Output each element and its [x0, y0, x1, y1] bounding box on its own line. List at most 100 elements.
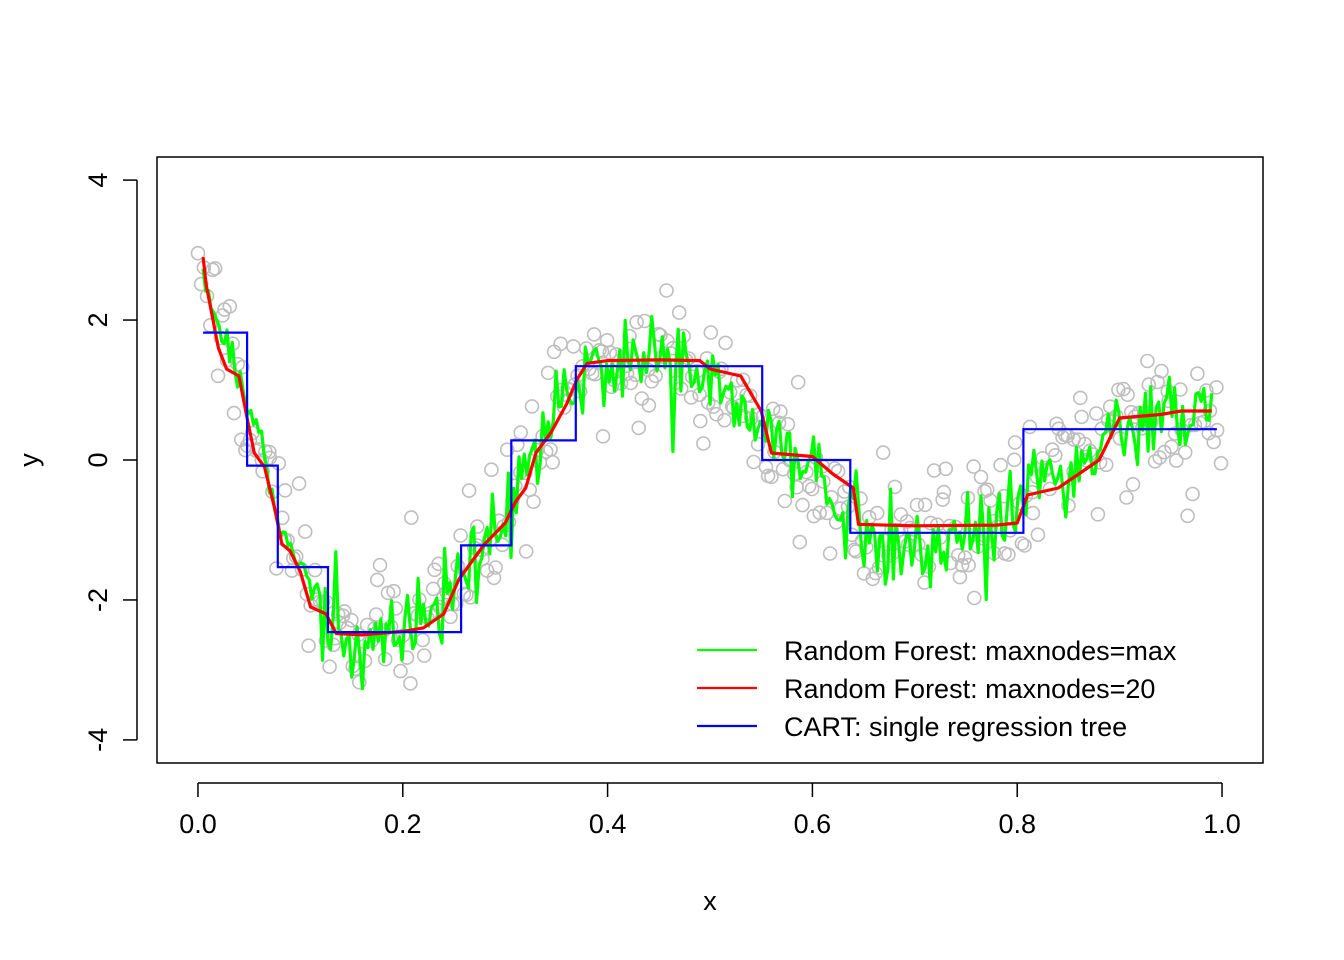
data-point — [369, 572, 385, 588]
data-point — [1073, 390, 1088, 406]
data-point — [973, 469, 989, 485]
data-point — [966, 459, 981, 474]
data-point — [936, 484, 952, 500]
series-layer — [201, 256, 1217, 691]
data-point — [488, 560, 503, 575]
series-line-rf-20 — [201, 256, 1212, 637]
data-point — [602, 345, 618, 360]
legend: Random Forest: maxnodes=max Random Forest… — [697, 636, 1177, 742]
data-point — [595, 429, 611, 444]
data-point — [479, 563, 495, 578]
data-point — [683, 390, 699, 405]
data-point — [368, 607, 384, 622]
data-point — [861, 509, 877, 525]
data-point — [1111, 382, 1126, 398]
data-point — [1025, 505, 1041, 521]
data-point — [1119, 490, 1134, 505]
data-point — [461, 483, 477, 498]
data-point — [393, 663, 408, 679]
legend-label: Random Forest: maxnodes=max — [784, 636, 1177, 666]
data-point — [954, 557, 970, 573]
data-point — [961, 557, 976, 573]
x-tick-label: 0.2 — [384, 809, 422, 839]
data-point — [1120, 387, 1135, 403]
data-point — [812, 505, 828, 521]
data-point — [513, 425, 529, 440]
data-point — [822, 546, 838, 561]
data-point — [1048, 447, 1063, 463]
data-point — [301, 638, 316, 654]
data-point — [875, 445, 891, 460]
data-point — [746, 454, 762, 470]
data-point — [469, 519, 485, 534]
data-point — [566, 339, 581, 354]
data-point — [923, 515, 938, 531]
data-point — [1180, 508, 1195, 524]
legend-label: CART: single regression tree — [784, 712, 1127, 742]
data-point — [917, 497, 933, 513]
data-point — [388, 601, 404, 616]
data-point — [801, 478, 817, 494]
data-point — [792, 534, 808, 550]
data-point — [966, 590, 982, 606]
y-axis-title: y — [14, 453, 44, 467]
data-point — [1190, 366, 1205, 382]
data-point — [1169, 453, 1184, 468]
data-point — [622, 328, 637, 344]
data-point — [957, 550, 973, 565]
data-point — [758, 459, 774, 475]
data-point — [935, 492, 950, 507]
data-point — [1141, 377, 1157, 393]
data-point — [344, 612, 359, 628]
plot-frame — [156, 156, 1264, 764]
data-point — [1006, 452, 1022, 468]
data-point — [1089, 406, 1104, 421]
data-point — [1201, 425, 1217, 441]
data-point — [269, 561, 284, 576]
data-point — [1007, 435, 1023, 450]
data-point — [351, 674, 367, 690]
data-point — [993, 457, 1008, 473]
data-point — [1022, 419, 1038, 435]
data-point — [764, 469, 779, 485]
data-point — [1199, 383, 1214, 398]
data-point — [291, 476, 307, 491]
data-point — [326, 637, 341, 653]
data-point — [641, 397, 657, 413]
data-point — [659, 283, 674, 298]
data-point — [1074, 409, 1089, 425]
x-tick-label: 0.4 — [589, 809, 627, 839]
data-point — [307, 562, 323, 578]
data-point — [1140, 353, 1155, 369]
data-point — [190, 245, 206, 261]
data-point — [599, 332, 615, 348]
data-point — [586, 327, 602, 342]
data-point — [1014, 536, 1030, 551]
data-point — [773, 404, 788, 419]
data-point — [297, 524, 313, 539]
data-point — [1209, 380, 1224, 395]
data-point — [1090, 506, 1106, 522]
data-point — [277, 483, 293, 498]
data-point — [415, 632, 431, 648]
x-tick-label: 0.6 — [794, 809, 832, 839]
data-point — [926, 463, 942, 478]
x-tick-label: 0.8 — [998, 809, 1036, 839]
data-point — [486, 570, 502, 586]
legend-label: Random Forest: maxnodes=20 — [784, 674, 1155, 704]
x-tick-label: 1.0 — [1203, 809, 1241, 839]
data-point — [706, 399, 721, 414]
data-point — [403, 510, 419, 525]
data-point — [403, 676, 418, 691]
data-point — [380, 585, 396, 601]
data-point — [540, 365, 556, 381]
data-point — [553, 336, 568, 352]
data-point — [526, 494, 541, 510]
x-axis: 0.0 0.2 0.4 0.6 0.8 1.0 — [179, 782, 1241, 839]
data-point — [887, 479, 903, 495]
data-point — [1213, 455, 1229, 471]
data-point — [717, 412, 732, 428]
data-point — [909, 497, 925, 513]
data-point — [210, 368, 226, 384]
